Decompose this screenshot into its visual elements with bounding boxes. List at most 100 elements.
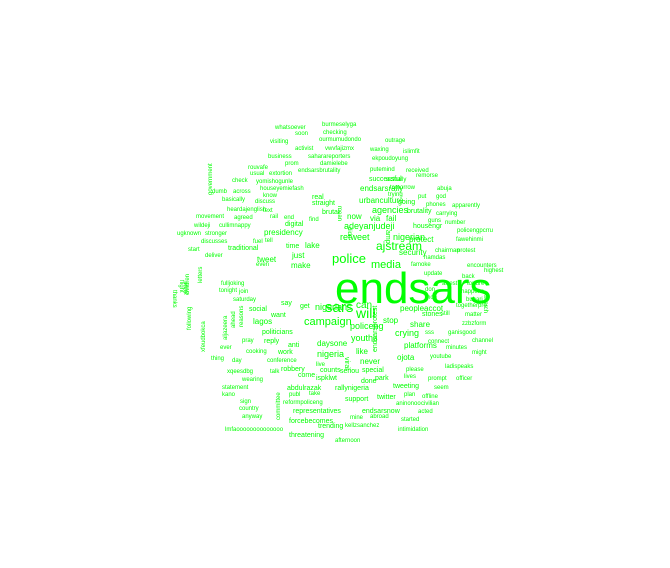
- cloud-word: zzbzform: [462, 321, 486, 327]
- cloud-word: sss: [425, 330, 434, 336]
- cloud-word: mean: [336, 206, 342, 221]
- cloud-word: security: [399, 248, 427, 257]
- cloud-word: successful: [369, 176, 402, 183]
- cloud-word: can: [356, 300, 372, 311]
- cloud-word: policengpcrru: [457, 228, 493, 234]
- cloud-word: business: [268, 154, 292, 160]
- cloud-word: ispklwt: [316, 375, 337, 382]
- cloud-word: reformpoliceng: [283, 400, 323, 406]
- cloud-word: happens: [461, 289, 484, 295]
- cloud-word: viral: [343, 357, 350, 370]
- cloud-word: amp: [384, 230, 391, 244]
- cloud-word: actually: [386, 177, 406, 183]
- cloud-word: put: [418, 194, 427, 200]
- cloud-word: cullimnappy: [219, 223, 251, 229]
- cloud-word: trending: [318, 423, 343, 430]
- cloud-word: torture: [467, 281, 485, 287]
- cloud-word: mine: [350, 415, 364, 421]
- cloud-word: traditional: [228, 245, 259, 252]
- cloud-word: robbery: [281, 366, 305, 373]
- cloud-word: plan: [404, 392, 415, 398]
- cloud-word: daysone: [317, 339, 348, 348]
- cloud-word: fail: [386, 214, 396, 223]
- cloud-word: apparently: [452, 203, 480, 209]
- cloud-word: committee: [276, 392, 282, 420]
- cloud-word: take: [309, 391, 321, 397]
- cloud-word: youtube: [430, 354, 452, 360]
- cloud-word: flight: [178, 280, 184, 293]
- cloud-word: deliver: [205, 253, 223, 259]
- cloud-word: endsarsprotest: [372, 306, 379, 352]
- cloud-word: abdulrazak: [287, 385, 322, 392]
- cloud-word: share: [410, 320, 431, 329]
- cloud-word: protest: [457, 248, 476, 254]
- cloud-word: xqeesdbg: [227, 369, 253, 375]
- cloud-word: stones: [422, 311, 443, 318]
- cloud-word: forcebecomes: [289, 418, 333, 425]
- cloud-word: campaign: [304, 316, 352, 328]
- cloud-word: wearing: [241, 377, 263, 383]
- cloud-word: please: [406, 367, 424, 373]
- cloud-word: social: [249, 306, 267, 313]
- cloud-word: reasons: [239, 306, 245, 327]
- cloud-word: start: [188, 247, 200, 253]
- cloud-word: endsarsbrutality: [298, 168, 340, 174]
- cloud-word: islimfit: [403, 149, 420, 155]
- cloud-word: seem: [434, 385, 449, 391]
- cloud-word: nigerian: [393, 232, 425, 242]
- cloud-word: acted: [418, 409, 433, 415]
- cloud-word: know: [263, 193, 278, 199]
- cloud-word: police: [332, 251, 366, 266]
- cloud-word: still: [441, 311, 450, 317]
- cloud-word: now: [347, 212, 362, 221]
- cloud-word: kellzsanchez: [345, 423, 379, 429]
- cloud-word: waxing: [369, 147, 389, 153]
- cloud-word: started: [401, 417, 419, 423]
- cloud-word: straight: [312, 200, 335, 207]
- cloud-word: going: [398, 199, 415, 206]
- cloud-word: sign: [240, 399, 251, 405]
- cloud-word: dumb: [212, 189, 228, 195]
- cloud-word: god: [436, 194, 446, 200]
- cloud-word: damielebe: [320, 161, 348, 167]
- cloud-word: buhari: [466, 297, 483, 303]
- cloud-word: tonight: [219, 288, 237, 294]
- cloud-word: children: [185, 274, 191, 295]
- cloud-word: support: [345, 396, 368, 403]
- cloud-word: lives: [404, 374, 416, 380]
- cloud-word: housengr: [413, 223, 443, 230]
- cloud-word: ajstream: [376, 239, 422, 253]
- cloud-word: brutal: [322, 209, 340, 216]
- cloud-word: work: [277, 349, 293, 356]
- cloud-word: namdas: [424, 255, 445, 261]
- cloud-word: fulljoking: [221, 281, 244, 287]
- cloud-word: real: [312, 194, 324, 201]
- cloud-word: twitter: [377, 394, 396, 401]
- cloud-word: end: [284, 215, 294, 221]
- cloud-word: text: [263, 208, 273, 214]
- cloud-word: channel: [472, 338, 493, 344]
- cloud-word: vwvfajizmx: [325, 146, 354, 152]
- cloud-word: following: [187, 307, 193, 330]
- cloud-word: rallynigeria: [335, 385, 369, 392]
- cloud-word: tell: [265, 238, 273, 244]
- cloud-word: agreed: [234, 215, 253, 221]
- cloud-word: digital: [285, 221, 304, 228]
- cloud-word: famoke: [411, 262, 431, 268]
- cloud-word: crying: [395, 328, 419, 338]
- cloud-word: arrest: [442, 281, 458, 287]
- cloud-word: nigeria: [317, 349, 344, 359]
- cloud-word: usual: [250, 171, 264, 177]
- cloud-word: brutality: [407, 208, 432, 215]
- cloud-word: seriou: [340, 368, 359, 375]
- cloud-word: minutes: [446, 345, 467, 351]
- cloud-word: prom: [285, 161, 299, 167]
- cloud-word: discuss: [255, 199, 275, 205]
- cloud-word: number: [445, 220, 465, 226]
- cloud-word: rail: [270, 214, 278, 220]
- cloud-word: country: [239, 406, 259, 412]
- cloud-word: get: [300, 303, 310, 310]
- cloud-word: lake: [305, 241, 320, 250]
- cloud-word: burmeselyga: [322, 122, 357, 128]
